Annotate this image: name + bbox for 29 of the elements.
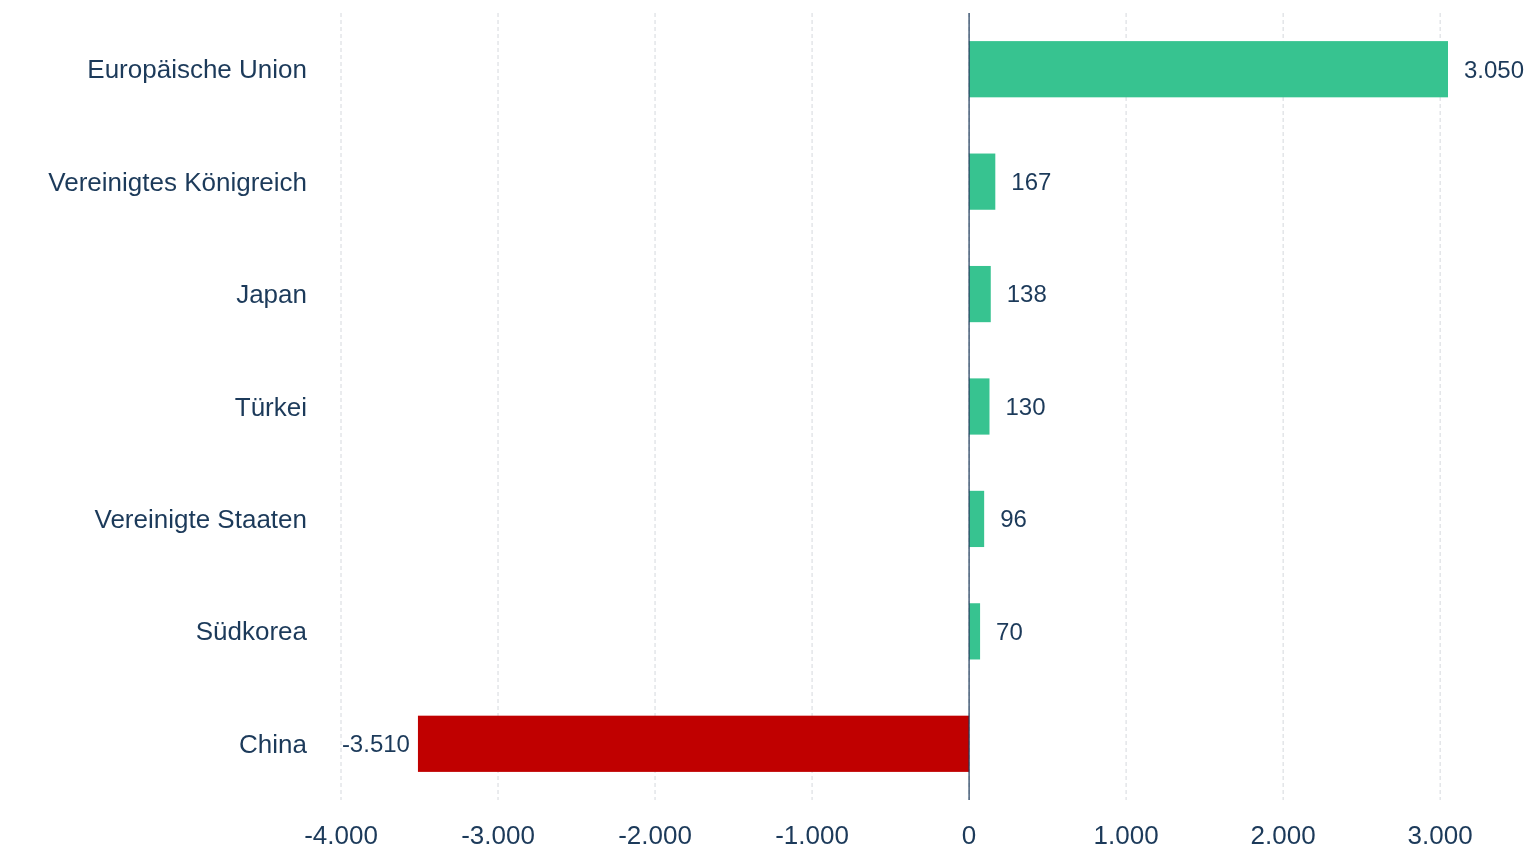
x-tick-label: 0: [961, 820, 977, 847]
bar: [969, 265, 991, 323]
y-tick-label: China: [239, 728, 308, 759]
data-label: 138: [1006, 280, 1047, 308]
x-tick-label: -2.000: [618, 820, 692, 847]
bar: [969, 603, 981, 660]
x-tick-label: -1.000: [775, 820, 849, 847]
bar: [969, 378, 990, 435]
bar: [969, 490, 985, 548]
y-tick-label: Südkorea: [195, 616, 308, 647]
x-tick-label: 3.000: [1407, 820, 1473, 847]
x-tick-label: -3.000: [461, 820, 535, 847]
y-tick-label: Japan: [236, 279, 307, 310]
data-label: 96: [1000, 505, 1027, 533]
y-tick-label: Vereinigtes Königreich: [48, 166, 307, 197]
data-label: 3.050: [1464, 55, 1525, 83]
data-label: 130: [1005, 392, 1046, 420]
x-tick-label: 2.000: [1250, 820, 1316, 847]
data-label: 167: [1011, 168, 1052, 196]
y-tick-label: Türkei: [234, 391, 307, 422]
data-label: -3.510: [341, 730, 410, 758]
x-tick-label: 1.000: [1093, 820, 1159, 847]
data-label: 70: [996, 617, 1023, 645]
y-tick-label: Vereinigte Staaten: [94, 504, 307, 535]
bar: [417, 715, 970, 772]
bar: [969, 41, 1448, 98]
bar: [969, 153, 996, 210]
x-tick-label: -4.000: [304, 820, 378, 847]
y-tick-label: Europäische Union: [87, 54, 307, 85]
